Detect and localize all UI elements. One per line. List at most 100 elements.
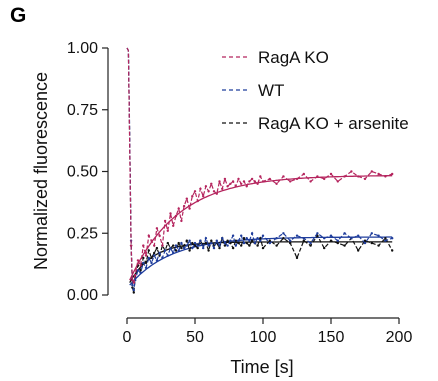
data-point — [199, 187, 202, 190]
data-point — [329, 234, 333, 237]
data-point — [180, 246, 183, 250]
data-point — [343, 244, 346, 247]
data-point — [377, 244, 380, 247]
y-tick-label: 0.75 — [67, 102, 98, 119]
data-point — [391, 249, 394, 252]
data-point — [363, 177, 367, 181]
data-point — [150, 261, 153, 265]
data-point — [191, 195, 194, 198]
data-point — [268, 241, 271, 245]
data-point — [370, 170, 373, 173]
data-point — [256, 244, 259, 247]
data-point — [242, 241, 246, 245]
data-point — [172, 224, 175, 227]
legend-label: WT — [258, 81, 284, 100]
data-point — [221, 187, 224, 190]
data-point — [350, 237, 353, 240]
data-point — [193, 241, 197, 245]
data-point — [223, 177, 227, 181]
data-point — [242, 237, 246, 240]
data-point — [309, 241, 312, 245]
data-point — [177, 249, 180, 252]
data-point — [261, 234, 265, 237]
data-point — [218, 244, 221, 247]
data-point — [196, 244, 199, 247]
data-point — [155, 246, 159, 250]
data-point — [350, 170, 353, 173]
data-point — [196, 246, 199, 250]
data-point — [166, 229, 169, 232]
data-point — [204, 237, 208, 240]
data-point — [275, 182, 278, 185]
data-point — [223, 241, 227, 245]
data-point — [245, 241, 248, 245]
data-point — [295, 177, 299, 181]
data-point — [193, 190, 197, 193]
data-point — [237, 239, 240, 242]
data-point — [161, 244, 164, 247]
data-point — [142, 261, 145, 265]
data-point — [289, 239, 292, 242]
data-point — [158, 234, 161, 237]
data-point — [377, 234, 380, 237]
data-point — [302, 237, 305, 240]
data-point — [245, 185, 248, 188]
data-point — [391, 237, 394, 240]
data-point — [370, 241, 373, 245]
data-point — [163, 219, 167, 223]
data-point — [282, 175, 285, 178]
data-point — [212, 246, 216, 250]
data-point — [240, 182, 243, 185]
data-point — [139, 264, 142, 267]
data-point — [204, 185, 208, 188]
data-point — [185, 244, 188, 247]
data-point — [172, 251, 175, 255]
data-point — [131, 283, 134, 287]
data-point — [309, 180, 312, 183]
data-point — [336, 180, 339, 183]
data-point — [215, 192, 218, 195]
data-point — [237, 177, 240, 181]
data-point — [231, 246, 235, 250]
data-point — [147, 249, 150, 252]
x-tick-label: 150 — [318, 329, 345, 346]
data-point — [316, 175, 319, 178]
data-point — [323, 177, 326, 181]
legend: RagA KO WT RagA KO + arsenite — [222, 48, 409, 133]
data-point — [282, 237, 285, 240]
data-point — [261, 246, 265, 250]
data-point — [250, 239, 254, 242]
data-point — [289, 180, 292, 183]
data-point — [302, 172, 305, 176]
data-point — [259, 175, 262, 178]
data-point — [250, 232, 254, 235]
series-group — [126, 47, 394, 285]
data-point — [237, 241, 240, 245]
data-point — [182, 204, 186, 208]
data-point — [207, 190, 210, 193]
data-point — [134, 274, 137, 277]
data-point — [166, 241, 169, 245]
data-point — [144, 254, 148, 257]
y-tick-label: 0.50 — [67, 164, 98, 181]
data-point — [182, 246, 186, 250]
data-point — [253, 180, 256, 183]
data-point — [384, 175, 387, 178]
data-point — [357, 234, 360, 237]
data-point — [207, 249, 210, 252]
data-point — [336, 239, 339, 242]
data-point — [177, 241, 180, 245]
data-point — [231, 180, 235, 183]
data-point — [158, 251, 161, 255]
data-point — [210, 239, 213, 242]
data-point — [309, 244, 312, 247]
data-point — [242, 180, 246, 183]
x-axis-title: Time [s] — [230, 357, 293, 377]
data-point — [180, 219, 183, 223]
data-point — [153, 244, 156, 247]
data-point — [253, 241, 256, 245]
data-point — [343, 232, 346, 235]
data-point — [268, 177, 271, 181]
axes: 0.00 0.25 0.50 0.75 1.00 0 50 100 150 200 — [67, 40, 413, 346]
x-tick-label: 0 — [123, 329, 132, 346]
